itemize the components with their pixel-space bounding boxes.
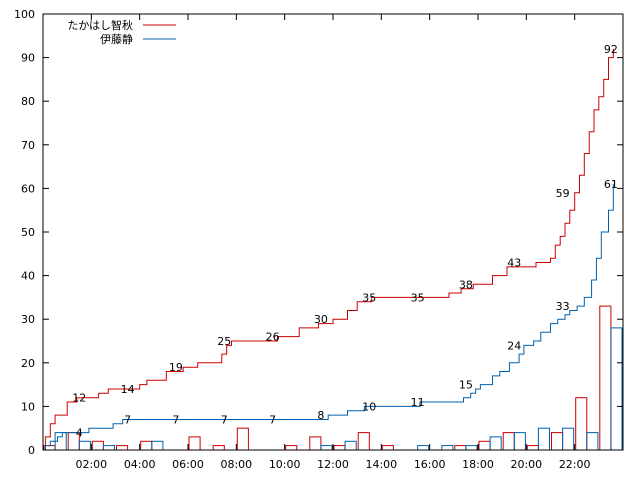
hourly-bar (551, 432, 564, 451)
point-labels: 12 14 19 25 26 30 35 35 38 43 59 92 4 7 7 7 7 8 10 11 15 24 33… (72, 43, 618, 440)
hourly-bar (441, 445, 454, 451)
x-tick-label: 04:00 (124, 458, 156, 471)
point-label: 35 (411, 291, 425, 304)
hourly-bar (586, 432, 599, 451)
x-tick-label: 14:00 (365, 458, 397, 471)
y-tick-label: 90 (21, 52, 35, 65)
hourly-bar (102, 445, 116, 451)
hourly-bar (320, 445, 333, 451)
series-line-1 (43, 48, 614, 451)
hourly-bar (188, 436, 201, 451)
y-tick-label: 30 (21, 313, 35, 326)
x-tick-label: 10:00 (269, 458, 301, 471)
point-label: 15 (459, 379, 473, 392)
point-label: 38 (459, 278, 473, 291)
point-label: 25 (217, 335, 231, 348)
y-tick-label: 100 (14, 8, 35, 21)
x-tick-label: 16:00 (414, 458, 446, 471)
hourly-bar (502, 432, 515, 451)
point-label: 24 (507, 339, 521, 352)
point-label: 8 (317, 409, 324, 422)
legend-label: たかはし智秋 (67, 18, 133, 32)
hourly-bar (599, 305, 612, 451)
hourly-bar (212, 445, 225, 451)
x-tick-label: 20:00 (510, 458, 542, 471)
hourly-bar (465, 445, 478, 451)
hourly-bar (236, 427, 249, 451)
point-label: 30 (314, 313, 328, 326)
hourly-bar (78, 440, 91, 451)
hourly-bar (537, 427, 551, 451)
hourly-bar (417, 445, 430, 451)
point-label: 61 (604, 178, 618, 191)
hourly-bar (140, 440, 153, 451)
point-label: 11 (411, 396, 425, 409)
y-tick-label: 60 (21, 182, 35, 195)
x-tick-label: 02:00 (75, 458, 107, 471)
point-label: 92 (604, 43, 618, 56)
point-label: 19 (169, 361, 183, 374)
point-label: 12 (72, 392, 86, 405)
series-line-2 (43, 184, 614, 451)
point-label: 26 (266, 331, 280, 344)
hourly-bar (478, 440, 491, 451)
point-label: 14 (121, 383, 135, 396)
hourly-bars (43, 305, 623, 451)
y-tick-label: 0 (28, 444, 35, 457)
y-tick-label: 50 (21, 226, 35, 239)
hourly-bar (357, 432, 370, 451)
x-tick-label: 06:00 (172, 458, 204, 471)
point-label: 7 (269, 414, 276, 427)
hourly-bar (513, 432, 526, 451)
point-label: 33 (556, 300, 570, 313)
hourly-bar (454, 445, 467, 451)
legend-label: 伊藤静 (100, 32, 133, 46)
hourly-bar (285, 445, 298, 451)
axes: 0 10 20 30 40 50 60 70 80 90 100 02:00 04:00 06:00 08:… (14, 8, 624, 471)
hourly-bar (91, 440, 104, 451)
point-label: 7 (172, 414, 179, 427)
point-label: 10 (362, 400, 376, 413)
y-tick-label: 40 (21, 270, 35, 283)
hourly-bar (526, 445, 539, 451)
y-tick-label: 20 (21, 357, 35, 370)
point-label: 4 (76, 427, 83, 440)
hourly-bar (309, 436, 322, 451)
x-tick-label: 22:00 (559, 458, 591, 471)
point-label: 7 (221, 414, 228, 427)
x-tick-label: 18:00 (462, 458, 494, 471)
hourly-bar (575, 397, 588, 451)
hourly-bar (344, 440, 357, 451)
y-tick-label: 70 (21, 139, 35, 152)
hourly-bar (333, 445, 346, 451)
hourly-bar (151, 440, 164, 451)
point-label: 35 (362, 291, 376, 304)
hourly-bar (489, 436, 502, 451)
point-label: 59 (556, 187, 570, 200)
point-label: 7 (124, 414, 131, 427)
hourly-bar (610, 327, 623, 451)
x-tick-label: 12:00 (317, 458, 349, 471)
y-tick-label: 10 (21, 400, 35, 413)
point-label: 43 (507, 257, 521, 270)
x-tick-label: 08:00 (220, 458, 252, 471)
y-tick-label: 80 (21, 95, 35, 108)
hourly-bar (116, 445, 129, 451)
cumulative-lines (43, 48, 614, 451)
hourly-bar (381, 445, 394, 451)
hourly-bar (562, 427, 575, 451)
